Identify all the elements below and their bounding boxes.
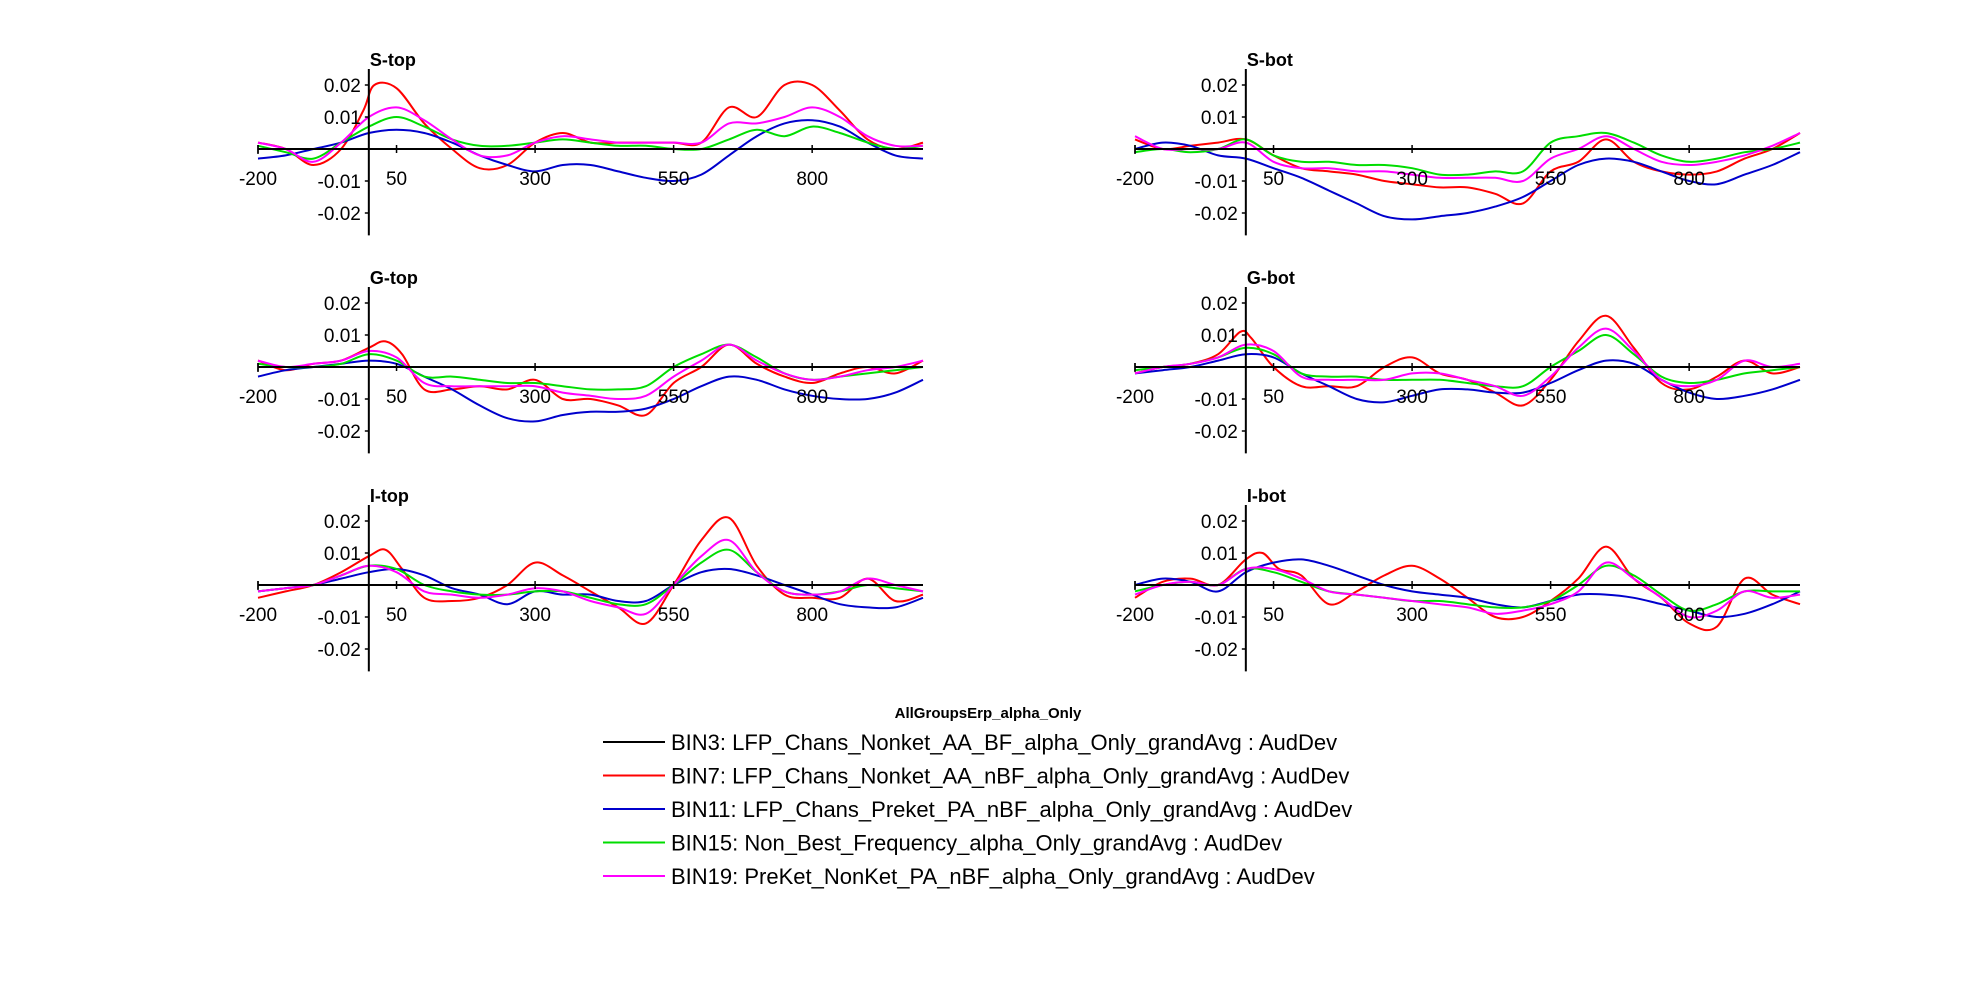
s-bot-ytick-label: -0.02 [1195,204,1238,225]
g-bot-xtick-label: -200 [1116,387,1154,408]
i-bot-xtick-label: 300 [1396,605,1428,626]
g-bot-title: G-bot [1247,268,1295,288]
i-bot-title: I-bot [1247,486,1286,506]
g-top-xtick-label: -200 [239,387,277,408]
i-top-series-2 [257,516,924,625]
i-top-ytick-label: -0.02 [318,640,361,661]
g-top-xtick-label: 50 [386,387,407,408]
panel-i-top: -200 50 300 550 800 -0.02 -0.01 0.01 0.02 I-top [239,486,924,672]
g-top-series-2 [257,340,924,417]
i-top-xtick-label: 50 [386,605,407,626]
s-top-xtick-label: -200 [239,169,277,190]
i-bot-series-2 [1134,545,1801,632]
g-bot-ytick-label: -0.01 [1195,390,1238,411]
legend-label-5: BIN19: PreKet_NonKet_PA_nBF_alpha_Only_g… [671,864,1315,889]
s-top-ytick-label: 0.02 [324,76,361,97]
panel-g-bot: -200 50 300 550 800 -0.02 -0.01 0.01 0.02 G-bot [1116,268,1801,454]
panel-s-bot: -200 50 300 550 800 -0.02 -0.01 0.01 0.02 S-bot [1116,50,1801,236]
legend-items: BIN3: LFP_Chans_Nonket_AA_BF_alpha_Only_… [603,730,1352,889]
i-top-xtick-label: 550 [658,605,690,626]
i-top-ytick-label: 0.02 [324,512,361,533]
s-bot-xtick-label: 300 [1396,169,1428,190]
g-top-xtick-label: 300 [519,387,551,408]
g-top-ytick-label: -0.02 [318,422,361,443]
s-top-title: S-top [370,50,416,70]
panel-i-bot: -200 50 300 550 800 -0.02 -0.01 0.01 0.02 I-bot [1116,486,1801,672]
i-top-xtick-label: 800 [796,605,828,626]
legend-label-3: BIN11: LFP_Chans_Preket_PA_nBF_alpha_Onl… [671,797,1352,822]
g-bot-ytick-label: -0.02 [1195,422,1238,443]
g-bot-ytick-label: 0.02 [1201,294,1238,315]
g-top-ytick-label: 0.01 [324,326,361,347]
i-bot-ytick-label: 0.02 [1201,512,1238,533]
legend-label-4: BIN15: Non_Best_Frequency_alpha_Only_gra… [671,831,1282,856]
i-bot-xtick-label: -200 [1116,605,1154,626]
g-bot-xtick-label: 550 [1535,387,1567,408]
g-top-ytick-label: 0.02 [324,294,361,315]
s-bot-ytick-label: 0.02 [1201,76,1238,97]
g-bot-xtick-label: 300 [1396,387,1428,408]
s-bot-xtick-label: 800 [1673,169,1705,190]
s-bot-title: S-bot [1247,50,1293,70]
g-top-ytick-label: -0.01 [318,390,361,411]
i-top-ytick-label: 0.01 [324,544,361,565]
s-top-xtick-label: 50 [386,169,407,190]
i-bot-ytick-label: 0.01 [1201,544,1238,565]
i-bot-xtick-label: 550 [1535,605,1567,626]
g-top-title: G-top [370,268,418,288]
panel-s-top: -200 50 300 550 800 -0.02 -0.01 0.01 0.02 S-top [239,50,924,236]
s-bot-xtick-label: -200 [1116,169,1154,190]
i-bot-ytick-label: -0.02 [1195,640,1238,661]
s-top-ytick-label: -0.02 [318,204,361,225]
panel-g-top: -200 50 300 550 800 -0.02 -0.01 0.01 0.02 G-top [239,268,924,454]
erp-panels: -200 50 300 550 800-0.02-0.010.010.02S-top-2… [239,50,1801,672]
i-top-ytick-label: -0.01 [318,608,361,629]
i-bot-xtick-label: 50 [1263,605,1284,626]
g-bot-xtick-label: 800 [1673,387,1705,408]
s-bot-ytick-label: -0.01 [1195,172,1238,193]
i-top-title: I-top [370,486,409,506]
s-top-xtick-label: 800 [796,169,828,190]
i-bot-ytick-label: -0.01 [1195,608,1238,629]
g-bot-xtick-label: 50 [1263,387,1284,408]
s-top-ytick-label: 0.01 [324,108,361,129]
i-top-xtick-label: -200 [239,605,277,626]
legend-label-1: BIN3: LFP_Chans_Nonket_AA_BF_alpha_Only_… [671,730,1337,755]
i-top-series-3 [257,567,924,610]
i-top-xtick-label: 300 [519,605,551,626]
legend: AllGroupsErp_alpha_Only BIN3: LFP_Chans_… [603,705,1352,889]
s-top-ytick-label: -0.01 [318,172,361,193]
i-bot-xtick-label: 800 [1673,605,1705,626]
legend-label-2: BIN7: LFP_Chans_Nonket_AA_nBF_alpha_Only… [671,764,1349,789]
legend-title: AllGroupsErp_alpha_Only [895,705,1082,722]
s-bot-xtick-label: 50 [1263,169,1284,190]
s-top-xtick-label: 550 [658,169,690,190]
g-bot-ytick-label: 0.01 [1201,326,1238,347]
g-top-xtick-label: 800 [796,387,828,408]
s-bot-ytick-label: 0.01 [1201,108,1238,129]
s-bot-xtick-label: 550 [1535,169,1567,190]
g-top-xtick-label: 550 [658,387,690,408]
s-top-xtick-label: 300 [519,169,551,190]
